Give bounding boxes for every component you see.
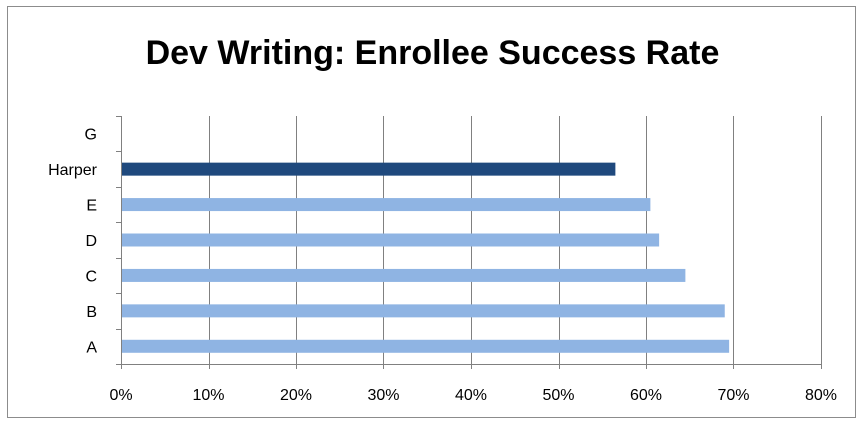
x-tick-label-4: 40% bbox=[455, 387, 487, 404]
x-tick-label-5: 50% bbox=[542, 387, 574, 404]
x-tick-label-6: 60% bbox=[630, 387, 662, 404]
x-tick-label-2: 20% bbox=[280, 387, 312, 404]
bar-c bbox=[122, 268, 686, 282]
bar-b bbox=[122, 304, 725, 318]
y-tick-label-b: B bbox=[86, 304, 97, 321]
y-tick-label-d: D bbox=[85, 233, 97, 250]
x-tick-label-8: 80% bbox=[805, 387, 837, 404]
y-tick-label-g: G bbox=[85, 127, 97, 144]
bar-a bbox=[122, 339, 730, 353]
y-tick-label-e: E bbox=[86, 198, 97, 215]
x-tick-label-7: 70% bbox=[717, 387, 749, 404]
x-tick-label-0: 0% bbox=[109, 387, 132, 404]
bar-d bbox=[122, 233, 660, 247]
chart-title: Dev Writing: Enrollee Success Rate bbox=[145, 34, 720, 72]
y-tick-label-harper: Harper bbox=[48, 162, 98, 179]
bar-e bbox=[122, 198, 651, 212]
x-tick-label-1: 10% bbox=[192, 387, 224, 404]
chart-border bbox=[7, 6, 856, 418]
y-tick-label-c: C bbox=[85, 268, 97, 285]
x-tick-label-3: 30% bbox=[367, 387, 399, 404]
y-tick-label-a: A bbox=[86, 339, 97, 356]
bar-harper bbox=[122, 162, 616, 176]
